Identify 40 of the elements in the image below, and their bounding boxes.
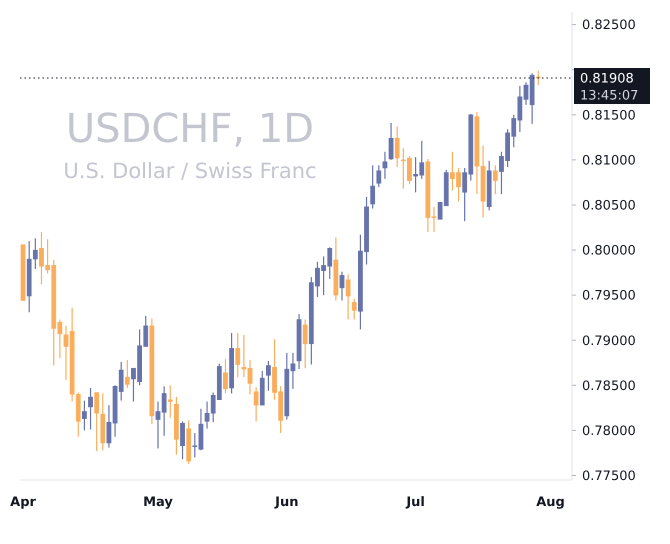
candlestick — [124, 359, 130, 389]
candlestick — [94, 392, 100, 452]
y-tick-label: 0.81500 — [582, 108, 636, 124]
candlestick — [82, 400, 87, 432]
candlestick — [254, 386, 259, 422]
x-tick-label: Jun — [274, 495, 298, 510]
y-tick-label: 0.78500 — [582, 378, 636, 394]
x-tick-label: May — [143, 495, 174, 510]
x-tick-label: Jul — [405, 495, 425, 510]
x-tick-label: Apr — [10, 495, 37, 510]
y-tick-label: 0.82500 — [582, 18, 636, 34]
y-tick-label: 0.81000 — [582, 153, 636, 168]
candlestick — [346, 274, 351, 320]
text: U.S. Dollar / Swiss Franc — [63, 159, 317, 183]
y-tick-label: 0.80000 — [582, 244, 636, 259]
candlestick — [302, 318, 308, 369]
candlestick — [382, 151, 388, 180]
y-tick-label: 0.79500 — [582, 288, 636, 304]
y-tick-label: 0.80500 — [582, 198, 636, 214]
candlestick — [180, 420, 185, 460]
ref-line-label: 0.81908 — [580, 72, 634, 87]
candlestick — [536, 70, 541, 86]
y-tick-label: 0.79000 — [582, 334, 636, 349]
candlestick — [370, 164, 376, 210]
candlestick — [266, 360, 271, 392]
candlestick — [492, 164, 498, 195]
y-tick-label: 0.78000 — [582, 424, 636, 439]
x-tick-label: Aug — [536, 495, 565, 510]
candlestick — [223, 358, 228, 394]
candlestick — [235, 332, 240, 378]
candlestick — [352, 298, 357, 320]
text: USDCHF, 1D — [66, 106, 314, 152]
candlestick — [168, 384, 173, 418]
candlestick — [88, 387, 93, 430]
candlestick — [388, 122, 394, 160]
candlestick — [376, 164, 382, 188]
text: 13:45:07 — [580, 88, 638, 104]
candlestick — [394, 126, 400, 168]
y-tick-label: 0.77500 — [582, 469, 636, 484]
candlestick — [340, 271, 344, 302]
